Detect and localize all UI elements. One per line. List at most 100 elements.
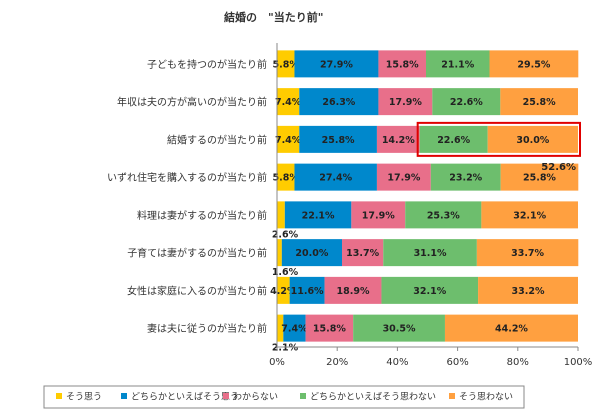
bar-segment: [481, 201, 578, 229]
bar-segment: [425, 50, 490, 78]
legend-label: どちらかといえばそう思わない: [310, 392, 436, 403]
data-label: 7.4%: [275, 135, 302, 146]
x-tick-label: 60%: [446, 357, 468, 368]
data-label: 4.2%: [270, 286, 297, 297]
category-label: 料理は妻がするのが当たり前: [137, 209, 267, 222]
bar-segment: [277, 276, 290, 304]
legend-swatch: [223, 393, 229, 399]
bar-segment: [289, 276, 325, 304]
data-label: 17.9%: [389, 97, 422, 108]
data-label: 23.2%: [449, 173, 482, 184]
data-label: 5.8%: [273, 173, 300, 184]
data-label: 11.6%: [291, 286, 324, 297]
data-label: 22.6%: [437, 135, 470, 146]
data-label: 22.1%: [302, 210, 335, 221]
legend-label: どちらかといえばそう思う: [131, 392, 239, 403]
x-axis: 0% 20% 40% 60% 80% 100%: [269, 43, 592, 368]
data-label: 44.2%: [495, 324, 528, 335]
bar-segment: [283, 314, 306, 342]
data-label: 25.8%: [322, 135, 355, 146]
data-label: 27.9%: [320, 59, 353, 70]
data-label: 25.8%: [523, 97, 556, 108]
annotation-group: 52.6%: [416, 121, 582, 173]
bar-segment: [277, 125, 300, 153]
bar-segment: [277, 88, 300, 116]
category-label: 年収は夫の方が高いのが当たり前: [117, 96, 267, 109]
data-label: 14.2%: [382, 135, 415, 146]
data-label: 5.8%: [273, 59, 300, 70]
annotation-label: 52.6%: [541, 162, 576, 173]
data-label: 22.6%: [450, 97, 483, 108]
x-tick-label: 80%: [507, 357, 529, 368]
bar-segment: [351, 201, 406, 229]
bar-segment: [419, 125, 488, 153]
category-label: 子育ては妻がするのが当たり前: [127, 247, 267, 260]
data-label: 2.6%: [272, 229, 299, 240]
category-label: 女性は家庭に入るのが当たり前: [127, 284, 267, 297]
bar-segment: [277, 314, 284, 342]
legend-swatch: [121, 393, 127, 399]
data-label: 21.1%: [441, 59, 474, 70]
data-label: 27.4%: [319, 173, 352, 184]
legend-swatch: [449, 393, 455, 399]
bar-segment: [376, 163, 431, 191]
category-labels: 子どもを持つのが当たり前年収は夫の方が高いのが当たり前結婚するのが当たり前いずれ…: [107, 58, 267, 335]
highlight-box: [416, 121, 582, 157]
bar-segment: [324, 276, 382, 304]
data-label: 25.3%: [427, 210, 460, 221]
bars-group: 5.8% 27.9% 15.8% 21.1% 29.5% 7.4% 26.3% 17.9% 22…: [270, 50, 579, 354]
bar-segment: [383, 239, 477, 267]
bar-segment: [299, 88, 379, 116]
data-label: 32.1%: [513, 210, 546, 221]
x-tick-label: 20%: [326, 357, 348, 368]
bar-segment: [378, 50, 426, 78]
chart-title: 結婚の "当たり前": [224, 10, 323, 24]
x-tick-label: 0%: [269, 357, 285, 368]
legend-swatch: [300, 393, 306, 399]
data-label: 25.8%: [523, 173, 556, 184]
legend-label: そう思わない: [459, 392, 513, 403]
bar-segment: [294, 50, 379, 78]
data-label: 7.4%: [275, 97, 302, 108]
data-label: 26.3%: [322, 97, 355, 108]
x-tick-label: 40%: [386, 357, 408, 368]
bar-segment: [277, 239, 282, 267]
bar-segment: [277, 163, 295, 191]
legend-label: そう思う: [66, 392, 102, 403]
bar-segment: [376, 125, 420, 153]
data-label: 17.9%: [387, 173, 420, 184]
x-tick-label: 100%: [564, 357, 593, 368]
data-label: 15.8%: [386, 59, 419, 70]
data-label: 31.1%: [414, 248, 447, 259]
bar-segment: [378, 88, 433, 116]
bar-segment: [405, 201, 482, 229]
bar-segment: [500, 88, 578, 116]
data-label: 17.9%: [362, 210, 395, 221]
data-label: 7.4%: [281, 324, 308, 335]
data-label: 1.6%: [272, 267, 299, 278]
bar-segment: [381, 276, 479, 304]
bar-segment: [299, 125, 377, 153]
legend-swatch: [56, 393, 62, 399]
data-label: 18.9%: [337, 286, 370, 297]
data-label: 13.7%: [346, 248, 379, 259]
bar-segment: [277, 50, 295, 78]
category-label: 結婚するのが当たり前: [167, 133, 267, 146]
bar-segment: [500, 163, 579, 191]
data-label: 20.0%: [295, 248, 328, 259]
category-label: 妻は夫に従うのが当たり前: [147, 322, 267, 335]
bar-segment: [487, 125, 578, 153]
bar-segment: [430, 163, 501, 191]
bar-segment: [478, 276, 578, 304]
bar-segment: [489, 50, 579, 78]
bar-segment: [432, 88, 501, 116]
data-label: 2.1%: [272, 343, 299, 354]
data-label: 30.5%: [383, 324, 416, 335]
bar-segment: [281, 239, 343, 267]
category-label: 子どもを持つのが当たり前: [147, 58, 267, 71]
data-label: 33.7%: [511, 248, 544, 259]
bar-segment: [305, 314, 354, 342]
bar-segment: [294, 163, 377, 191]
